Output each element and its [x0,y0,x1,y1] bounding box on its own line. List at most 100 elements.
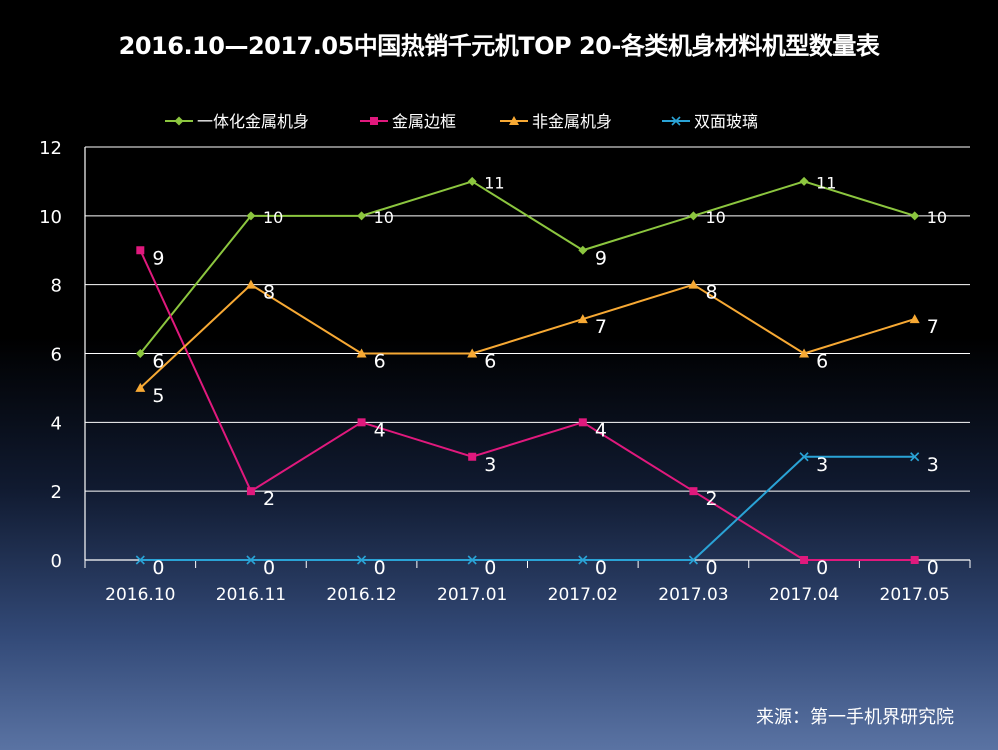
data-labels: 6 10 10 11 9 10 11 10 9 2 4 3 4 2 0 0 5 8 6 6 7 8 6 7 0 0 0 0 0 0 3 3 [152,173,947,579]
data-point [135,555,145,565]
data-point [467,555,477,565]
y-tick-label: 4 [51,413,62,434]
data-point [578,418,587,427]
data-point [136,246,145,255]
data-point [357,418,366,427]
data-point [356,348,367,358]
chart-title: 2016.10—2017.05中国热销千元机TOP 20-各类机身材料机型数量表 [118,32,880,60]
data-point [910,211,920,221]
data-point [357,211,367,221]
x-tick-label: 2017.03 [658,585,728,605]
data-label: 6 [374,351,386,373]
series-markers [135,176,920,565]
series-line [140,455,915,561]
data-point [246,487,255,496]
data-label: 10 [374,208,394,227]
data-point [467,176,477,186]
data-point [799,452,809,462]
data-label: 2 [705,488,717,510]
data-label: 6 [816,351,828,373]
data-label: 0 [152,557,164,579]
data-label: 2 [263,488,275,510]
data-label: 7 [595,316,607,338]
legend-label: 双面玻璃 [694,112,758,131]
x-tick-labels: 2016.10 2016.11 2016.12 2017.01 2017.02 2017.… [105,585,950,605]
legend-label: 非金属机身 [532,112,612,131]
data-label: 11 [816,173,836,192]
data-label: 3 [816,454,828,476]
series-lines [139,180,915,561]
x-tick-label: 2016.12 [326,585,396,605]
data-label: 8 [263,282,275,304]
series-line [139,283,915,389]
series-line [139,249,915,561]
data-point [800,556,809,564]
data-label: 0 [595,557,607,579]
data-point [245,279,256,289]
y-tick-label: 0 [51,551,62,572]
data-point [799,176,809,186]
data-point [370,117,378,125]
x-tick-label: 2017.01 [437,585,507,605]
data-label: 10 [927,208,947,227]
data-point [799,348,810,358]
data-point [577,314,588,324]
source-note: 来源：第一手机界研究院 [756,707,954,728]
data-label: 10 [705,208,725,227]
legend-label: 一体化金属机身 [197,112,309,131]
data-label: 7 [927,316,939,338]
data-point [174,116,184,126]
y-tick-label: 6 [51,345,62,366]
data-label: 0 [927,557,939,579]
data-point [671,116,681,126]
data-label: 6 [484,351,496,373]
axes [84,147,971,568]
x-tick-label: 2017.04 [769,585,839,605]
x-tick-label: 2016.11 [216,585,286,605]
data-label: 9 [595,247,607,269]
data-label: 3 [927,454,939,476]
data-point [689,487,698,496]
data-point [135,382,146,392]
grid-lines [85,146,970,492]
data-point [356,555,367,565]
data-point [910,452,920,462]
legend: 一体化金属机身 金属边框 非金属机身 双面玻璃 [165,112,758,131]
data-point [688,555,699,565]
x-tick-label: 2017.05 [880,585,950,605]
data-label: 0 [263,557,275,579]
y-tick-label: 8 [51,276,62,297]
data-label: 0 [374,557,386,579]
data-point [246,555,256,565]
data-point [909,314,920,324]
x-tick-label: 2016.10 [105,585,175,605]
legend-label: 金属边框 [392,112,456,131]
data-point [578,245,588,255]
data-point [509,116,519,125]
data-label: 3 [484,454,496,476]
y-tick-labels: 0 2 4 6 8 10 12 [39,138,62,572]
x-tick-label: 2017.02 [548,585,618,605]
data-point [688,211,698,221]
data-point [688,279,699,289]
data-point [246,211,256,221]
data-label: 11 [484,173,504,192]
y-tick-label: 2 [51,482,62,503]
data-label: 5 [152,385,164,407]
data-label: 0 [705,557,717,579]
y-tick-label: 10 [39,207,62,228]
data-point [910,556,919,564]
y-tick-label: 12 [39,138,62,159]
data-point [578,555,588,565]
series-line [139,180,915,355]
data-label: 10 [263,208,283,227]
data-label: 4 [595,419,607,441]
data-label: 9 [152,247,164,269]
data-point [467,348,478,358]
data-label: 0 [484,557,496,579]
data-label: 6 [152,351,164,373]
data-label: 0 [816,557,828,579]
data-label: 4 [374,419,386,441]
data-label: 8 [705,282,717,304]
